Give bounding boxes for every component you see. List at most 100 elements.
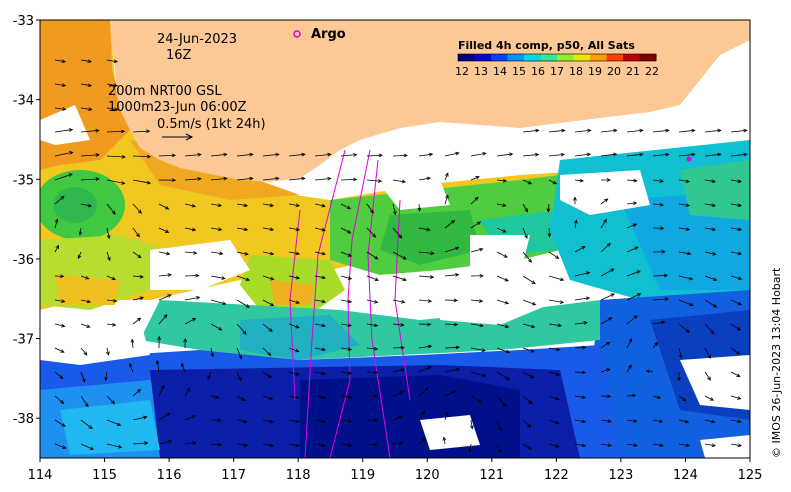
y-tick-label: -35 (13, 173, 34, 188)
current-arrow (730, 275, 743, 281)
current-arrow (210, 251, 224, 256)
current-arrow (184, 227, 197, 232)
current-arrow (600, 368, 611, 373)
argo-tracks (289, 149, 411, 458)
current-arrow (522, 179, 533, 185)
current-arrow (626, 315, 638, 325)
current-arrow (392, 368, 405, 373)
current-arrow (158, 227, 170, 233)
current-arrow (418, 152, 434, 157)
current-arrow (262, 323, 273, 333)
current-arrow (80, 347, 88, 356)
current-arrow (600, 152, 618, 157)
current-arrow (236, 323, 247, 335)
colorbar-swatch (639, 54, 657, 61)
colorbar-swatch (507, 54, 525, 61)
current-arrow (704, 152, 722, 157)
current-arrow (80, 299, 92, 304)
colorbar-swatch (491, 54, 508, 61)
current-arrow (54, 274, 65, 279)
current-arrow (54, 299, 66, 303)
current-arrow (470, 151, 487, 157)
current-arrow (314, 347, 326, 352)
current-arrow (652, 320, 666, 325)
current-arrow (132, 388, 142, 397)
current-arrow (340, 419, 353, 423)
current-arrow (132, 227, 140, 238)
current-arrow (730, 323, 742, 331)
current-arrow (158, 384, 165, 397)
current-arrow (54, 395, 65, 405)
x-tick-label: 117 (221, 468, 246, 483)
current-arrow (469, 419, 474, 430)
current-arrow (288, 203, 301, 208)
current-arrow (181, 362, 186, 373)
x-tick-label: 120 (415, 468, 440, 483)
current-arrow (314, 203, 326, 208)
current-arrow (262, 176, 280, 181)
current-arrow (106, 275, 116, 281)
current-arrow (366, 323, 379, 328)
current-arrow (574, 178, 584, 183)
current-arrow (340, 347, 353, 352)
current-arrow (106, 59, 119, 64)
current-arrow (80, 275, 90, 280)
current-arrow (730, 152, 748, 157)
current-arrow (236, 152, 254, 157)
current-arrow (678, 203, 691, 207)
current-arrow (444, 367, 461, 373)
current-arrow (470, 221, 482, 229)
current-arrow (262, 203, 275, 208)
current-arrow (184, 203, 196, 208)
current-arrow (132, 441, 149, 446)
current-arrow (418, 437, 427, 445)
current-arrow (340, 251, 353, 257)
current-arrow (106, 419, 122, 426)
current-arrow (548, 251, 560, 259)
colorbar-label: 14 (493, 65, 507, 78)
current-arrow (496, 323, 510, 329)
current-arrow (392, 203, 397, 216)
current-arrow (600, 128, 618, 133)
current-arrow (288, 395, 300, 400)
x-tick-label: 121 (479, 468, 504, 483)
current-arrow (548, 443, 560, 448)
current-arrow (470, 299, 484, 303)
current-arrow (236, 299, 250, 308)
current-arrow (54, 173, 73, 181)
current-arrow (184, 152, 202, 157)
current-arrow (626, 270, 641, 277)
current-arrow (522, 443, 533, 450)
current-arrow (418, 344, 433, 349)
current-arrow (132, 251, 142, 259)
current-arrow (184, 177, 202, 181)
current-arrow (626, 393, 637, 398)
current-arrow (54, 371, 64, 380)
current-arrow (547, 227, 552, 238)
current-arrow (236, 443, 248, 448)
current-arrow (677, 371, 681, 382)
current-arrow (210, 203, 223, 208)
current-arrows (54, 59, 748, 454)
colorbar-label: 21 (626, 65, 640, 78)
current-arrow (80, 153, 100, 157)
current-arrow (600, 218, 607, 229)
current-arrow (54, 244, 60, 253)
y-tick-label: -37 (13, 333, 34, 348)
colorbar-swatch (573, 54, 591, 61)
x-tick-label: 123 (608, 468, 633, 483)
current-arrow (730, 395, 742, 400)
current-arrow (704, 443, 716, 448)
current-arrow (314, 419, 327, 424)
current-arrow (314, 443, 327, 448)
x-tick-label: 116 (157, 468, 182, 483)
y-tick-label: -33 (13, 14, 34, 29)
current-arrow (444, 246, 460, 253)
current-arrow (470, 247, 484, 253)
current-arrow (262, 347, 272, 357)
current-arrow (340, 443, 353, 447)
current-arrow (522, 152, 540, 157)
current-arrow (314, 176, 332, 181)
current-arrow (262, 227, 275, 232)
current-arrow (132, 203, 142, 214)
